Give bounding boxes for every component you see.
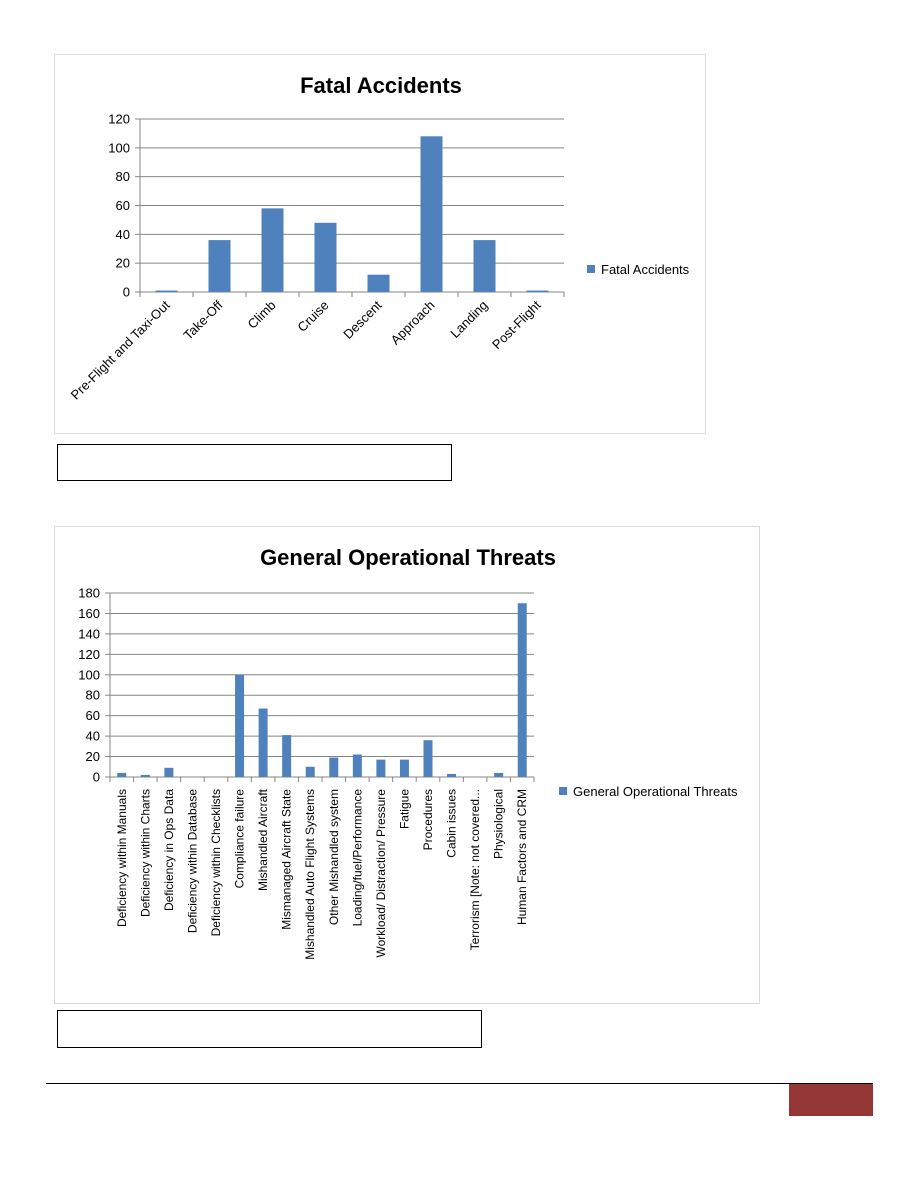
chart-2-ytick-label: 80 [86,688,100,703]
caption-box-1 [57,444,452,481]
chart-1-category-label: Approach [388,298,438,348]
chart-2-bar [423,740,433,777]
chart-2-ytick-label: 120 [78,647,100,662]
chart-2-bar [494,772,504,777]
footer-divider [46,1083,873,1084]
chart-2-category-label: Other Mishandled system [327,789,341,925]
chart-2-category-label: Deficiency within Database [185,789,199,933]
chart-2-ytick-label: 20 [86,749,100,764]
chart-2-ytick-label: 140 [78,626,100,641]
chart-2-category-label: Deficiency in Ops Data [162,789,176,911]
chart-2-ytick-label: 160 [78,606,100,621]
chart-2-bar [235,674,245,777]
chart-2-bar [282,735,292,777]
chart-2-category-label: Procedures [421,789,435,850]
chart-1-category-label: Post-Flight [489,297,544,352]
chart-1-category-label: Cruise [294,298,331,335]
chart-2-ytick-label: 100 [78,667,100,682]
chart-1-bar [155,290,178,292]
chart-1-title: Fatal Accidents [300,73,462,98]
chart-2-category-label: Terrorism [Note: not covered... [468,789,482,950]
chart-2-category-label: Human Factors and CRM [515,789,529,925]
chart-2-ytick-label: 0 [93,770,100,785]
chart-1-bar [473,240,496,292]
chart-1-legend-swatch [587,265,595,273]
chart-2-category-label: Workload/ Distraction/ Pressure [374,789,388,958]
chart-1-category-label: Descent [340,297,385,342]
chart-2-category-label: Compliance failure [233,789,247,889]
chart-1-category-label: Pre-Flight and Taxi-Out [68,297,173,402]
chart-2-bar [140,774,150,777]
chart-1-bar [367,274,390,292]
chart-2-category-label: Mishandled Aircraft [256,788,270,891]
chart-2-bar [329,757,339,777]
chart-2-category-label: Cabin issues [445,789,459,858]
chart-1-category-label: Take-Off [180,297,225,342]
general-operational-threats-chart: General Operational Threats 0 20 40 60 80 100 1… [54,526,760,1004]
chart-2-category-label: Deficiency within Manuals [115,789,129,927]
chart-2-ytick-label: 60 [86,708,100,723]
chart-1-ytick-label: 120 [108,112,130,127]
chart-1-category-label: Climb [245,298,279,332]
chart-1-ytick-label: 20 [116,256,130,271]
chart-2-bar [447,773,457,777]
chart-2-category-label: Deficiency within Checklists [209,789,223,936]
chart-2-title: General Operational Threats [260,545,556,570]
fatal-accidents-chart-svg: Fatal Accidents 0 20 40 60 80 100 120 Pre-Flight… [68,73,690,402]
chart-1-bar [261,208,284,292]
chart-1-ytick-label: 0 [123,285,130,300]
chart-2-bar [305,766,315,777]
chart-2-category-label: Mishandled Auto Flight Systems [303,789,317,960]
chart-2-legend-swatch [559,787,567,795]
chart-1-ytick-label: 80 [116,169,130,184]
chart-2-bar [117,772,127,777]
page-number-tab [789,1084,873,1116]
caption-box-2 [57,1010,482,1048]
chart-2-category-label: Physiological [492,789,506,859]
chart-1-ytick-label: 60 [116,198,130,213]
chart-1-ytick-label: 100 [108,140,130,155]
chart-1-ytick-label: 40 [116,227,130,242]
general-operational-threats-chart-svg: General Operational Threats 0 20 40 60 80 100 1… [78,545,738,960]
chart-1-category-label: Landing [447,298,490,341]
chart-1-bar [314,222,337,292]
chart-2-bar [258,708,268,777]
chart-2-bar [376,759,386,777]
chart-1-bar [420,136,443,292]
chart-2-bar [399,759,409,777]
chart-1-legend-label: Fatal Accidents [601,262,690,277]
chart-2-bar [352,754,362,777]
fatal-accidents-chart: Fatal Accidents 0 20 40 60 80 100 120 Pre-Flight… [54,54,706,434]
chart-2-bar [164,767,174,777]
chart-2-category-label: Mismanaged Aircraft State [280,789,294,930]
chart-2-category-label: Deficiency within Charts [138,789,152,917]
chart-2-ytick-label: 40 [86,729,100,744]
chart-1-bar [208,240,231,292]
chart-2-category-label: Fatigue [397,789,411,829]
chart-2-category-label: Loading/fuel/Performance [350,789,364,927]
chart-1-bar [526,290,549,292]
chart-2-ytick-label: 180 [78,586,100,601]
chart-2-legend-label: General Operational Threats [573,784,738,799]
chart-2-bar [517,603,527,777]
